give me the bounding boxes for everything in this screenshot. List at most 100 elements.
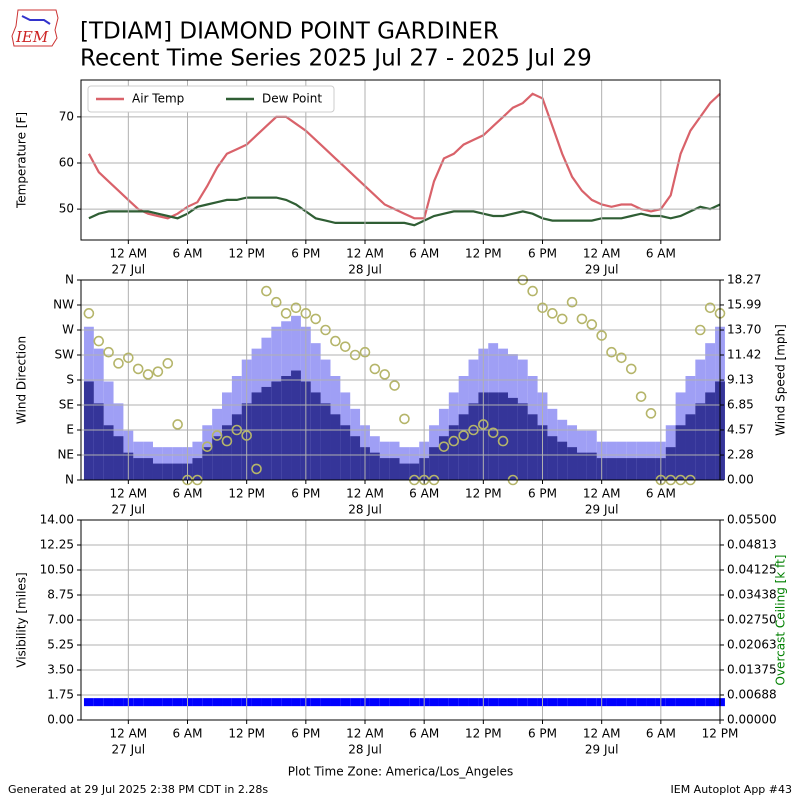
data-layer [87,92,721,227]
bar [685,414,696,480]
panel: 12 AM 27 Jul 6 AM 12 PM 6 PM 12 AM 28 Jul 6 AM 1… [15,273,788,517]
marker [369,698,380,707]
bar [517,403,528,480]
bar [192,458,203,480]
y-axis-label: Wind Direction [15,336,29,424]
marker [399,698,410,707]
title: [TDIAM] DIAMOND POINT GARDINER [80,19,499,45]
marker [389,698,400,707]
bar [143,458,153,480]
y2-tick-label: 6.85 [727,398,754,412]
marker [291,698,301,707]
bar [281,376,292,480]
bar [93,403,104,480]
bar [291,370,301,480]
logo: IEM [11,9,59,47]
x-tick-date: 29 Jul [585,263,619,277]
bar [468,403,479,480]
x-tick-date: 28 Jul [348,263,382,277]
x-tick-label: 12 AM [583,727,621,741]
x-tick-label: 12 AM [110,727,148,741]
logo-text: IEM [15,28,49,46]
y2-tick-label: 18.27 [727,273,761,287]
legend-label: Air Temp [132,92,184,106]
y2-tick-label: 2.28 [727,448,754,462]
bar [458,414,469,480]
direction-point [241,430,252,441]
marker [133,698,144,707]
direction-point [270,296,282,308]
x-tick-label: 12 AM [583,487,621,501]
bar [113,436,124,480]
x-tick-label: 6 PM [528,247,557,261]
direction-point [320,324,331,336]
x-tick-label: 12 AM [346,727,384,741]
direction-point [547,308,558,319]
direction-point [576,313,588,325]
x-tick-date: 28 Jul [348,743,382,757]
direction-point [468,424,479,436]
marker [103,698,114,707]
y-tick-label: 1.75 [47,688,74,702]
y-tick-label: N [65,273,74,287]
x-tick-label: 6 AM [409,487,439,501]
bar [389,458,400,480]
x-tick-label: 6 AM [172,487,202,501]
x-tick-label: 6 PM [291,727,320,741]
bar [251,392,262,480]
bar [646,458,656,480]
marker [488,698,499,707]
y-tick-label: 5.25 [47,638,74,652]
marker [567,698,578,707]
direction-point [645,408,657,419]
y2-axis-label: Wind Speed [mph] [774,324,788,436]
x-tick-label: 12 AM [110,487,148,501]
direction-point [596,330,607,341]
line [88,196,721,227]
x-tick-label: 12 PM [465,487,502,501]
legend-box [87,85,335,113]
plot-frame [80,79,721,241]
bar [606,458,617,480]
x-tick-label: 6 PM [528,487,557,501]
y-tick-label: 10.50 [40,563,74,577]
bar [616,458,627,480]
direction-point [339,341,351,352]
marker [458,698,469,707]
logo-outline [11,9,59,47]
grid-layer [81,279,720,481]
direction-point [448,435,460,447]
direction-point [162,358,174,369]
marker [626,698,637,707]
y2-tick-label: 11.42 [727,347,761,361]
line [87,92,721,220]
bar [438,436,449,480]
direction-point [290,302,302,314]
y2-tick-label: 0.05500 [727,513,777,527]
x-tick-label: 12 AM [110,247,148,261]
direction-point [103,346,114,358]
x-tick-label: 6 AM [646,727,676,741]
marker [162,698,173,707]
bar [429,447,439,480]
bar [577,452,587,480]
marker [507,698,518,707]
bar [369,452,380,480]
bar [152,463,163,480]
direction-point [438,441,450,452]
direction-point [83,308,95,319]
bar [261,386,272,480]
bar [212,436,223,480]
x-tick-label: 12 AM [346,247,384,261]
y2-tick-label: 0.02750 [727,613,777,627]
marker [350,698,361,707]
marker [192,698,203,707]
x-tick-label: 12 PM [702,727,739,741]
grid-layer [81,519,721,721]
marker [320,698,331,707]
y-tick-label: 0.00 [47,713,74,727]
bar [567,447,578,480]
direction-point [211,430,223,441]
x-tick-label: 6 AM [409,727,439,741]
